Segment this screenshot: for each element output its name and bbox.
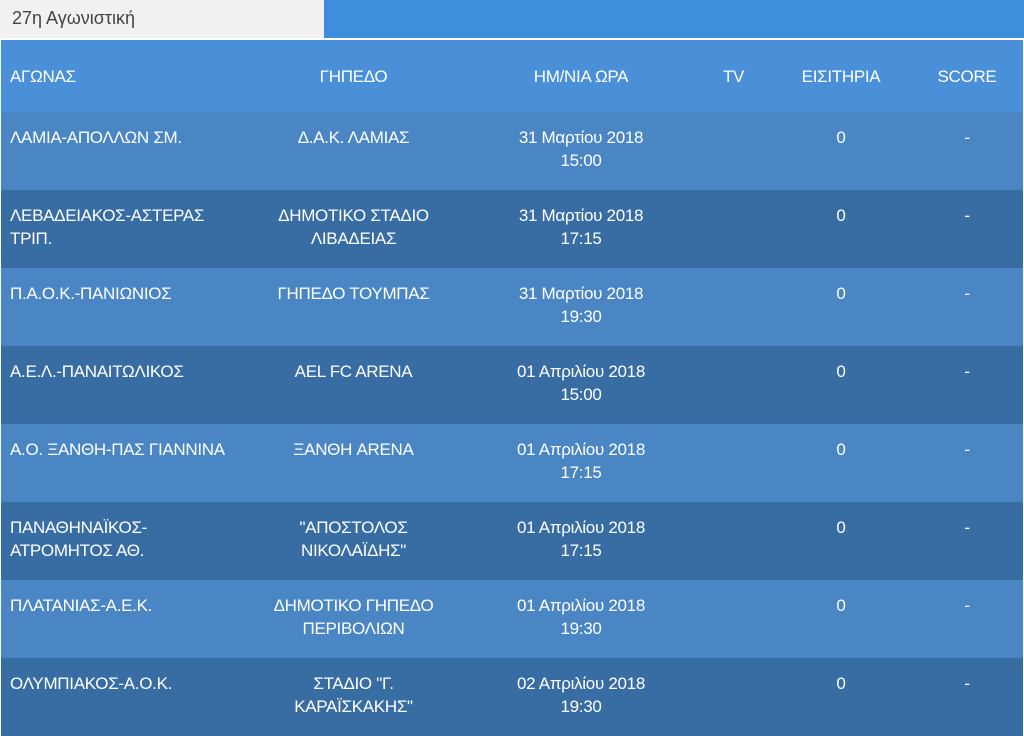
tab[interactable]: 27η Αγωνιστική	[0, 0, 324, 38]
match-cell: ΟΛΥΜΠΙΑΚΟΣ-Α.Ο.Κ.	[10, 674, 173, 693]
tickets-cell: 0	[836, 128, 846, 147]
fixture-row: Π.Α.Ο.Κ.-ΠΑΝΙΩΝΙΟΣ ΓΗΠΕΔΟ ΤΟΥΜΠΑΣ 31 Μαρτί…	[1, 268, 1023, 346]
match-cell: Π.Α.Ο.Κ.-ΠΑΝΙΩΝΙΟΣ	[10, 284, 172, 303]
column-header: SCORE	[937, 66, 997, 86]
datetime-cell: 01 Απριλίου 2018 19:30	[466, 594, 696, 640]
match-cell: Α.Ε.Λ.-ΠΑΝΑΙΤΩΛΙΚΟΣ	[10, 362, 184, 381]
stadium-cell: Δ.Α.Κ. ΛΑΜΙΑΣ	[297, 128, 410, 147]
column-header: ΓΗΠΕΔΟ	[319, 66, 388, 86]
match-time: 17:15	[560, 229, 602, 248]
match-cell: Α.Ο. ΞΑΝΘΗ-ΠΑΣ ΓΙΑΝΝΙΝΑ	[10, 440, 225, 459]
match-date: 02 Απριλίου 2018	[517, 674, 645, 693]
score-cell: -	[964, 596, 970, 615]
datetime-cell: 01 Απριλίου 2018 15:00	[466, 360, 696, 406]
stadium-cell: ΓΗΠΕΔΟ ΤΟΥΜΠΑΣ	[277, 284, 430, 303]
match-date: 01 Απριλίου 2018	[517, 440, 645, 459]
stadium-cell: ΞΑΝΘΗ ARENA	[293, 440, 414, 459]
column-header: ΑΓΩΝΑΣ	[10, 66, 76, 86]
fixture-row: ΟΛΥΜΠΙΑΚΟΣ-Α.Ο.Κ. ΣΤΑΔΙΟ "Γ. ΚΑΡΑΪΣΚΑΚΗΣ"…	[1, 658, 1023, 736]
match-time: 15:00	[560, 151, 602, 170]
tickets-cell: 0	[836, 206, 846, 225]
score-cell: -	[964, 518, 970, 537]
score-cell: -	[964, 128, 970, 147]
tickets-cell: 0	[836, 518, 846, 537]
score-cell: -	[964, 440, 970, 459]
header-row: ΑΓΩΝΑΣ ΓΗΠΕΔΟ ΗΜ/ΝΙΑ ΩΡΑ TV ΕΙΣΙΤΗΡΙΑ SCORE	[1, 40, 1023, 112]
match-cell: ΠΑΝΑΘΗΝΑΪΚΟΣ-ΑΤΡΟΜΗΤΟΣ ΑΘ.	[10, 518, 148, 560]
match-time: 19:30	[560, 697, 602, 716]
fixture-row: Α.Ο. ΞΑΝΘΗ-ΠΑΣ ΓΙΑΝΝΙΝΑ ΞΑΝΘΗ ARENA 01 Απρ…	[1, 424, 1023, 502]
fixture-row: ΛΕΒΑΔΕΙΑΚΟΣ-ΑΣΤΕΡΑΣ ΤΡΙΠ. ΔΗΜΟΤΙΚΟ ΣΤΑΔΙΟ…	[1, 190, 1023, 268]
tickets-cell: 0	[836, 284, 846, 303]
tab-bar: 27η Αγωνιστική	[0, 0, 1024, 38]
fixture-row: ΛΑΜΙΑ-ΑΠΟΛΛΩΝ ΣΜ. Δ.Α.Κ. ΛΑΜΙΑΣ 31 Μαρτίου…	[1, 112, 1023, 190]
stadium-cell: ΔΗΜΟΤΙΚΟ ΣΤΑΔΙΟ ΛΙΒΑΔΕΙΑΣ	[278, 206, 429, 248]
fixture-row: ΠΛΑΤΑΝΙΑΣ-Α.Ε.Κ. ΔΗΜΟΤΙΚΟ ΓΗΠΕΔΟ ΠΕΡΙΒΟΛΙ…	[1, 580, 1023, 658]
stadium-cell: ΣΤΑΔΙΟ "Γ. ΚΑΡΑΪΣΚΑΚΗΣ"	[294, 674, 413, 716]
match-time: 15:00	[560, 385, 602, 404]
match-cell: ΛΑΜΙΑ-ΑΠΟΛΛΩΝ ΣΜ.	[10, 128, 182, 147]
datetime-cell: 01 Απριλίου 2018 17:15	[466, 516, 696, 562]
column-header: TV	[722, 66, 745, 86]
match-date: 31 Μαρτίου 2018	[518, 128, 644, 147]
fixture-row: Α.Ε.Λ.-ΠΑΝΑΙΤΩΛΙΚΟΣ AEL FC ARENA 01 Απριλί…	[1, 346, 1023, 424]
match-time: 17:15	[560, 463, 602, 482]
match-date: 01 Απριλίου 2018	[517, 362, 645, 381]
match-cell: ΛΕΒΑΔΕΙΑΚΟΣ-ΑΣΤΕΡΑΣ ΤΡΙΠ.	[10, 206, 205, 248]
score-cell: -	[964, 284, 970, 303]
datetime-cell: 31 Μαρτίου 2018 15:00	[466, 126, 696, 172]
tickets-cell: 0	[836, 596, 846, 615]
column-header: ΕΙΣΙΤΗΡΙΑ	[801, 66, 881, 86]
stadium-cell: AEL FC ARENA	[294, 362, 413, 381]
column-header: ΗΜ/ΝΙΑ ΩΡΑ	[533, 66, 629, 86]
score-cell: -	[964, 674, 970, 693]
fixtures-table: ΑΓΩΝΑΣ ΓΗΠΕΔΟ ΗΜ/ΝΙΑ ΩΡΑ TV ΕΙΣΙΤΗΡΙΑ SCORE ΛΑ…	[1, 40, 1023, 736]
datetime-cell: 02 Απριλίου 2018 19:30	[466, 672, 696, 718]
datetime-cell: 31 Μαρτίου 2018 17:15	[466, 204, 696, 250]
datetime-cell: 01 Απριλίου 2018 17:15	[466, 438, 696, 484]
tickets-cell: 0	[836, 440, 846, 459]
match-date: 01 Απριλίου 2018	[517, 596, 645, 615]
match-cell: ΠΛΑΤΑΝΙΑΣ-Α.Ε.Κ.	[10, 596, 153, 615]
fixture-row: ΠΑΝΑΘΗΝΑΪΚΟΣ-ΑΤΡΟΜΗΤΟΣ ΑΘ. "ΑΠΟΣΤΟΛΟΣ ΝΙΚ…	[1, 502, 1023, 580]
tickets-cell: 0	[836, 362, 846, 381]
match-date: 31 Μαρτίου 2018	[518, 206, 644, 225]
stadium-cell: "ΑΠΟΣΤΟΛΟΣ ΝΙΚΟΛΑΪΔΗΣ"	[299, 518, 408, 560]
match-time: 19:30	[560, 619, 602, 638]
datetime-cell: 31 Μαρτίου 2018 19:30	[466, 282, 696, 328]
match-time: 17:15	[560, 541, 602, 560]
match-time: 19:30	[560, 307, 602, 326]
score-cell: -	[964, 206, 970, 225]
tickets-cell: 0	[836, 674, 846, 693]
score-cell: -	[964, 362, 970, 381]
stadium-cell: ΔΗΜΟΤΙΚΟ ΓΗΠΕΔΟ ΠΕΡΙΒΟΛΙΩΝ	[273, 596, 434, 638]
match-date: 31 Μαρτίου 2018	[518, 284, 644, 303]
match-date: 01 Απριλίου 2018	[517, 518, 645, 537]
